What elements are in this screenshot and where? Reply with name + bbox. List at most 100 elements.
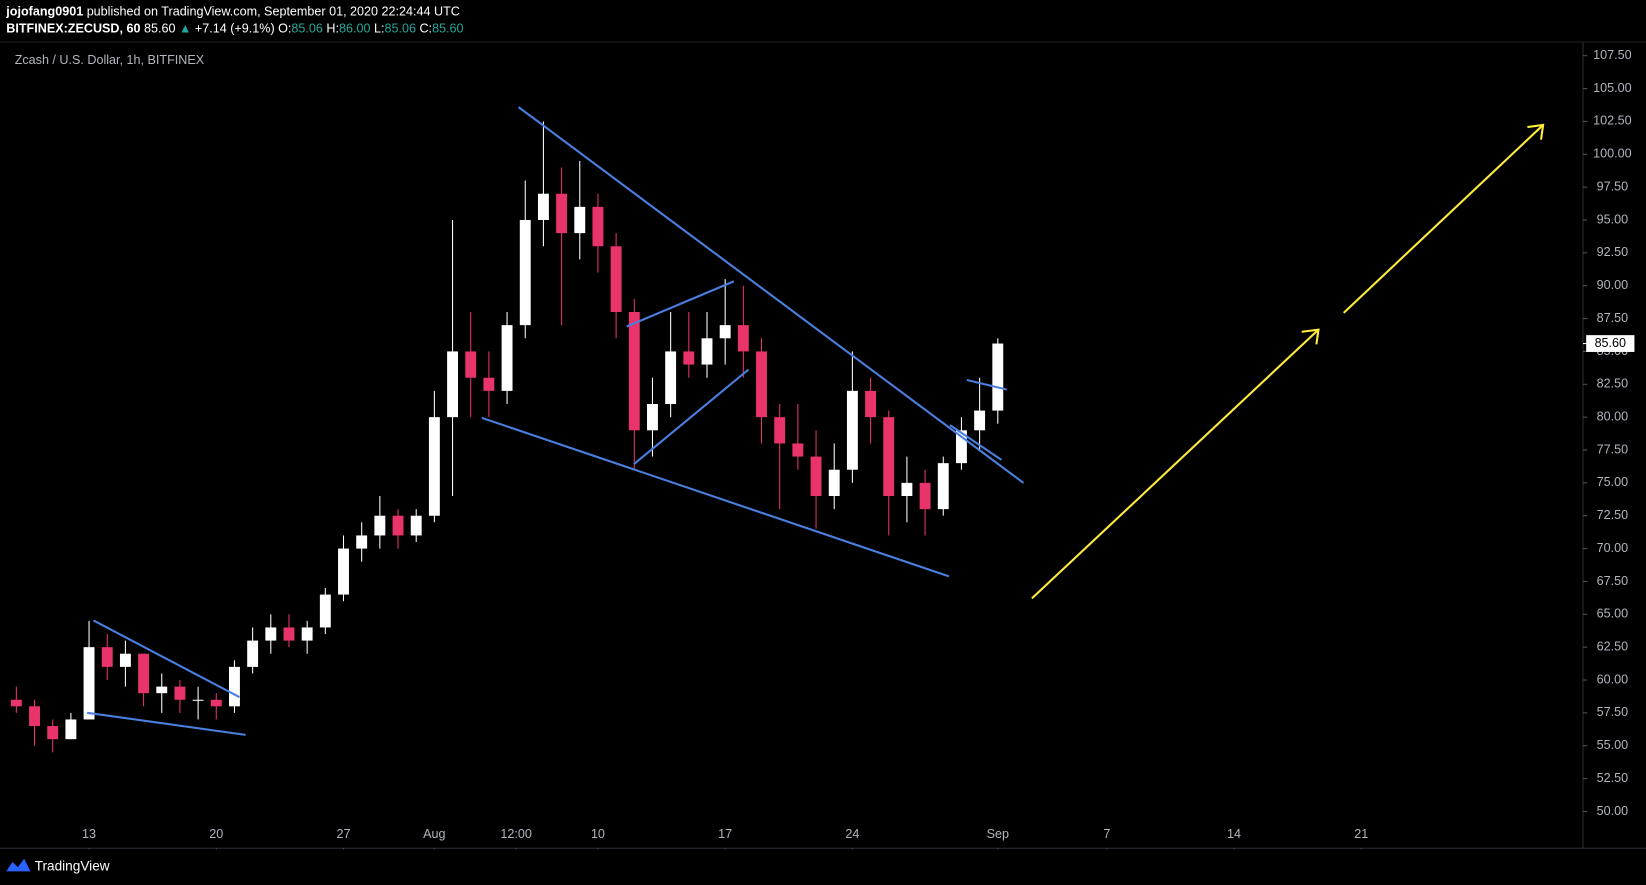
y-tick-label: 57.50 [1597,705,1628,719]
arrow [1342,124,1544,314]
candle-body [174,686,186,700]
y-tick-label: 92.50 [1597,245,1628,259]
last-price-label: 85.60 [1595,336,1626,350]
candle-body [483,377,495,391]
trend-line [949,424,1003,461]
candle-body [955,430,967,464]
y-tick-label: 65.00 [1597,607,1628,621]
ohlc-key: L: [374,22,385,36]
last-price-tag [1586,335,1635,352]
y-tick-label: 72.50 [1597,508,1628,522]
candle-body [119,653,131,667]
x-tick-label: 14 [1227,827,1241,841]
change: +7.14 (+9.1%) [195,22,275,36]
candle-body [647,404,658,431]
candle-body [156,686,168,694]
chart-title: Zcash / U.S. Dollar, 1h, BITFINEX [15,53,205,67]
candle-body [683,351,695,365]
x-tick-label: 21 [1354,827,1368,841]
candle-body [574,206,586,234]
candle-body [792,443,804,457]
candle-body [737,325,749,352]
x-tick-label: 12:00 [500,827,531,841]
x-tick-label: Sep [987,827,1009,841]
candle-body [465,351,477,378]
y-tick-label: 67.50 [1597,574,1628,588]
candle-body [428,417,440,516]
x-tick-label: 13 [82,827,96,841]
projection-arrows [1031,123,1545,600]
candle-body [665,351,677,405]
candle-body [974,410,986,431]
y-tick-label: 97.50 [1597,179,1628,193]
header-line-1: jojofang0901 published on TradingView.co… [5,5,460,19]
trend-line [517,106,1025,484]
y-tick-label: 95.00 [1597,212,1628,226]
candle-body [265,627,277,641]
x-tick-label: 17 [718,827,732,841]
candle-body [447,351,459,418]
candle-body [374,515,386,536]
y-tick-label: 62.50 [1597,639,1628,653]
candle-body [29,706,40,727]
ohlc-key: C: [419,22,432,36]
candle-body [65,719,77,740]
ohlc-value: 85.06 [384,22,415,36]
candle-body [338,548,349,595]
trend-line [626,280,735,328]
x-tick-label: 7 [1103,827,1110,841]
y-tick-label: 50.00 [1597,804,1628,818]
candle-body [247,640,259,667]
x-tick-label: Aug [423,827,445,841]
candle-body [519,219,531,326]
y-tick-label: 107.50 [1593,48,1631,62]
arrow-head [1301,328,1320,345]
candle-body [138,653,150,694]
trend-line [481,416,950,578]
y-tick-label: 100.00 [1593,147,1631,161]
ohlc-key: O: [278,22,291,36]
candle-body [719,325,731,339]
candle-body [410,515,422,536]
candle-body [919,482,931,510]
ohlc-value: 86.00 [339,22,370,36]
trend-line [633,368,750,465]
candle-body [865,390,877,418]
candle-body [229,666,240,707]
y-tick-label: 60.00 [1597,672,1628,686]
candle-body [883,417,895,497]
footer [0,849,1646,885]
candle-body [901,482,913,497]
candle-body [592,206,604,247]
candle-body [283,627,295,641]
candle-body [192,699,204,701]
logo [6,858,31,872]
y-tick-label: 75.00 [1597,475,1628,489]
candle-body [83,647,95,720]
candle-body [392,515,404,536]
last: 85.60 [144,22,175,36]
y-tick-label: 102.50 [1593,114,1631,128]
y-tick-label: 70.00 [1597,541,1628,555]
published: published on TradingView.com, September … [87,5,460,19]
y-tick-label: 87.50 [1597,311,1628,325]
trend-line [92,619,240,698]
brand: TradingView [35,859,110,874]
plot [10,55,1589,853]
candle-body [537,193,549,220]
header-line-2: BITFINEX:ZECUSD, 60 85.60 ▲ +7.14 (+9.1%… [6,22,463,36]
candle-body [937,463,949,510]
candle-body [628,311,640,431]
y-tick-label: 80.00 [1597,409,1628,423]
y-tick-label: 77.50 [1597,442,1628,456]
drawings [86,106,1025,736]
candle-body [846,390,858,470]
arrow-head [1527,123,1545,140]
candle-body [356,535,368,549]
ohlc-value: 85.06 [291,22,322,36]
y-tick-label: 105.00 [1593,81,1631,95]
trend-line [86,711,246,736]
